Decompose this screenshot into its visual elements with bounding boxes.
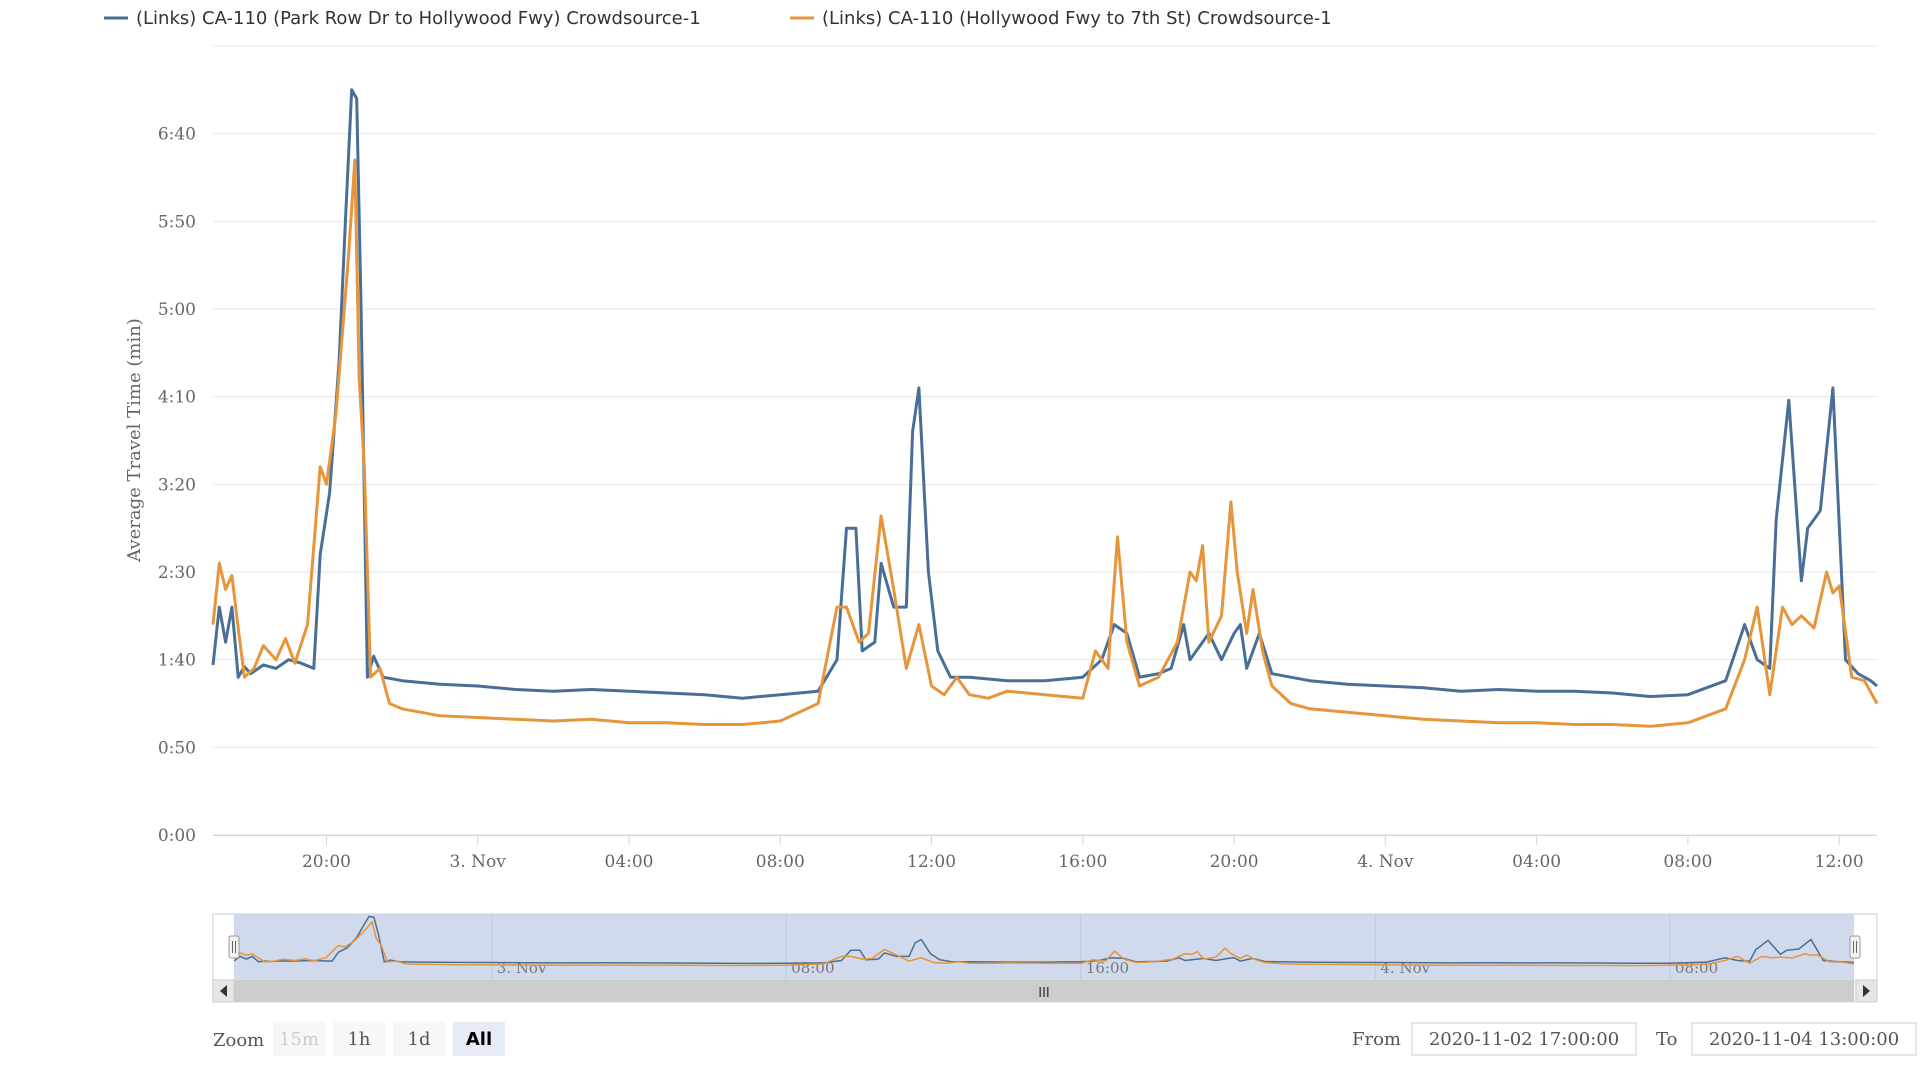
zoom-label: Zoom	[213, 1030, 264, 1051]
range-selector: Zoom 15m 1h 1d All From 2020-11-02 17:00…	[213, 1022, 1917, 1056]
y-tick-label: 2:30	[158, 563, 196, 583]
navigator: 3. Nov 08:00 16:00 4. Nov 08:00	[212, 913, 1878, 981]
x-tick-label: 4. Nov	[1357, 852, 1414, 872]
zoom-button-15m-label: 15m	[279, 1029, 319, 1050]
zoom-button-1d[interactable]: 1d	[393, 1022, 445, 1056]
x-tick-label: 20:00	[302, 852, 351, 872]
x-tick-label: 16:00	[1058, 852, 1107, 872]
zoom-button-1h[interactable]: 1h	[333, 1022, 385, 1056]
to-date-input-box	[1691, 1022, 1917, 1056]
navigator-tick-label: 4. Nov	[1380, 959, 1430, 977]
navigator-series	[233, 915, 1855, 967]
y-axis-title: Average Travel Time (min)	[124, 318, 145, 563]
x-tick-label: 12:00	[1815, 852, 1864, 872]
zoom-button-1h-label: 1h	[347, 1029, 370, 1050]
zoom-button-all-label: All	[466, 1029, 492, 1050]
from-date-value: 2020-11-02 17:00:00	[1429, 1029, 1619, 1050]
legend: (Links) CA-110 (Park Row Dr to Hollywood…	[104, 8, 1332, 29]
to-date-input[interactable]: 2020-11-04 13:00:00	[1691, 1022, 1917, 1056]
zoom-button-15m-bg	[273, 1022, 325, 1056]
y-tick-label: 3:20	[158, 475, 196, 495]
navigator-selected-range[interactable]	[234, 914, 1854, 980]
x-tick-label: 04:00	[1512, 852, 1561, 872]
navigator-series-line-1	[233, 915, 1855, 965]
from-date-input-box	[1411, 1022, 1637, 1056]
x-tick-label: 12:00	[907, 852, 956, 872]
arrow-left-icon	[220, 985, 227, 997]
x-tick-label: 04:00	[605, 852, 654, 872]
x-axis: 20:00 3. Nov 04:00 08:00 12:00 16:00 20:00 4. N…	[213, 835, 1877, 872]
y-tick-label: 1:40	[158, 651, 196, 671]
y-tick-label: 0:50	[158, 738, 196, 758]
from-label: From	[1352, 1029, 1401, 1050]
series-line-1[interactable]	[211, 88, 1878, 700]
x-tick-label: 20:00	[1210, 852, 1259, 872]
from-date-input[interactable]: 2020-11-02 17:00:00	[1411, 1022, 1637, 1056]
x-tick-label: 3. Nov	[450, 852, 507, 872]
navigator-right-handle[interactable]	[1849, 935, 1861, 959]
y-tick-label: 6:40	[158, 125, 196, 145]
scrollbar-thumb[interactable]	[234, 980, 1854, 1002]
legend-label-series-2: (Links) CA-110 (Hollywood Fwy to 7th St)…	[822, 8, 1332, 29]
navigator-tick-label: 3. Nov	[497, 959, 547, 977]
legend-label-series-1: (Links) CA-110 (Park Row Dr to Hollywood…	[136, 8, 701, 29]
y-tick-label: 4:10	[158, 388, 196, 408]
legend-item-series-2[interactable]: (Links) CA-110 (Hollywood Fwy to 7th St)…	[790, 8, 1332, 29]
x-tick-label: 08:00	[1663, 852, 1712, 872]
navigator-series-line-2	[233, 920, 1855, 967]
to-label: To	[1656, 1029, 1677, 1050]
arrow-right-icon	[1863, 985, 1870, 997]
y-tick-label: 0:00	[158, 826, 196, 846]
scrollbar-thumb-grip: III	[1038, 986, 1050, 1001]
zoom-button-1h-bg	[333, 1022, 385, 1056]
zoom-button-15m[interactable]: 15m	[273, 1022, 325, 1056]
scrollbar: III	[212, 979, 1878, 1003]
y-tick-label: 5:50	[158, 212, 196, 232]
zoom-button-1d-label: 1d	[408, 1029, 431, 1050]
series-lines	[211, 88, 1879, 728]
zoom-button-1d-bg	[393, 1022, 445, 1056]
zoom-button-all[interactable]: All	[453, 1022, 505, 1056]
series-line-2[interactable]	[211, 158, 1879, 728]
zoom-button-all-bg	[453, 1022, 505, 1056]
navigator-tick-label: 16:00	[1086, 959, 1129, 977]
x-tick-label: 08:00	[756, 852, 805, 872]
navigator-left-handle[interactable]	[228, 935, 240, 959]
to-date-value: 2020-11-04 13:00:00	[1709, 1029, 1899, 1050]
y-tick-label: 5:00	[158, 300, 196, 320]
legend-item-series-1[interactable]: (Links) CA-110 (Park Row Dr to Hollywood…	[104, 8, 701, 29]
y-axis-ticks: 0:00 0:50 1:40 2:30 3:20 4:10 5:00 5:50 6:40	[158, 125, 196, 846]
